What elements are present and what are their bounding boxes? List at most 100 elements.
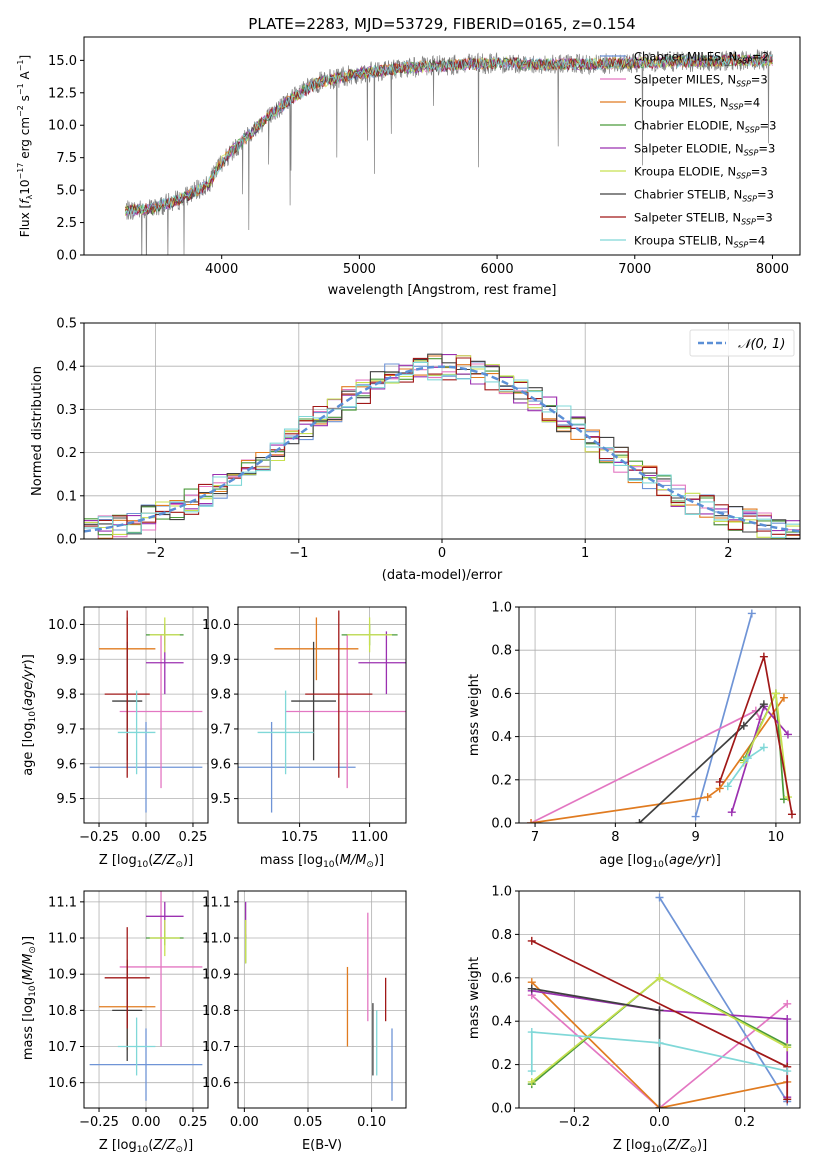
mass-ebv-x-tick-label: 0.05 [294, 1115, 323, 1130]
weight-age-series-marker [635, 819, 644, 823]
spectrum-axes-frame [83, 36, 801, 256]
residual-histogram [84, 355, 800, 539]
age-mass-axes-frame [237, 606, 407, 824]
mass-ebv-y-tick-label: 11.0 [202, 932, 231, 947]
spectrum-y-label: Flux [fλ10−17 erg cm−2 s−1 A−1] [16, 55, 34, 237]
residual-y-tick-label: 0.1 [56, 489, 77, 504]
weight-age-y-tick-label: 0.8 [491, 644, 512, 659]
mass-ebv-y-tick-label: 10.8 [202, 1004, 231, 1019]
weight-z-series-marker [783, 1095, 792, 1104]
mass-z-axes-frame [83, 890, 209, 1109]
legend-entry: Salpeter ELODIE, NSSP=3 [634, 142, 775, 158]
spectrum-y-tick-label: 2.5 [56, 216, 77, 231]
age-mass-x-tick-label: 11.00 [351, 830, 388, 845]
weight-z-axes-frame [518, 890, 801, 1109]
weight-age-series-marker [779, 693, 788, 702]
legend-entry: Chabrier STELIB, NSSP=3 [634, 188, 774, 204]
residual-y-tick-label: 0.5 [56, 317, 77, 332]
weight-z-panel: −0.2 0.0 0.2 0.0 0.2 0.4 0.6 0.8 1.0 [491, 885, 801, 1130]
weight-age-series-marker [739, 721, 748, 730]
weight-age-x-label: age [log10(age/yr)] [599, 853, 721, 870]
weight-age-axes-frame [518, 606, 801, 824]
spectrum-y-tick-label: 15.0 [48, 54, 77, 69]
weight-age-series-marker [779, 795, 788, 804]
mass-ebv-x-label: E(B-V) [302, 1138, 342, 1153]
spectrum-title: PLATE=2283, MJD=53729, FIBERID=0165, z=0… [248, 15, 635, 33]
weight-age-series-marker [743, 754, 752, 763]
weight-z-series-marker [783, 1043, 792, 1052]
mass-z-y-tick-label: 10.9 [48, 968, 77, 983]
weight-z-series-marker [783, 1015, 792, 1024]
weight-z-series-marker [655, 1038, 664, 1047]
age-z-y-tick-label: 9.8 [56, 688, 77, 703]
weight-z-series-line [531, 994, 788, 1108]
spectrum-y-tick-label: 0.0 [56, 249, 77, 264]
weight-age-y-tick-label: 0.2 [491, 773, 512, 788]
weight-z-series-marker [527, 936, 536, 945]
weight-age-series-marker [787, 810, 796, 819]
spectrum-x-tick-label: 4000 [205, 262, 238, 277]
age-mass-y-tick-label: 10.0 [202, 618, 231, 633]
mass-ebv-y-tick-label: 10.6 [202, 1076, 231, 1091]
residual-y-tick-label: 0.4 [56, 360, 77, 375]
spectrum-legend: Chabrier MILES, NSSP=2 Salpeter MILES, NS… [600, 50, 776, 250]
age-mass-x-label: mass [log10(M/M⊙)] [260, 853, 384, 870]
weight-z-series-marker [655, 1104, 664, 1108]
age-z-y-tick-label: 9.7 [56, 722, 77, 737]
mass-ebv-axes-frame [237, 890, 407, 1109]
age-mass-y-tick-label: 9.9 [210, 653, 231, 668]
age-z-y-tick-label: 9.6 [56, 757, 77, 772]
mass-z-y-tick-label: 10.7 [48, 1040, 77, 1055]
residual-legend: 𝒩(0, 1) [689, 329, 795, 357]
weight-z-x-tick-label: −0.2 [559, 1115, 591, 1130]
mass-z-x-tick-label: 0.25 [178, 1115, 207, 1130]
spectrum-y-tick-label: 12.5 [48, 86, 77, 101]
weight-z-series-marker [527, 1077, 536, 1086]
weight-age-series-marker [783, 730, 792, 739]
weight-age-series-marker [527, 819, 536, 823]
age-mass-y-tick-label: 9.6 [210, 757, 231, 772]
weight-z-y-label: mass weight [467, 957, 482, 1039]
residual-panel: −2 −1 0 1 2 0.0 0.1 0.2 0.3 0.4 0.5 (data-model)/e… [30, 317, 801, 583]
weight-z-series-marker [655, 1006, 664, 1015]
weight-age-y-tick-label: 0.0 [491, 817, 512, 832]
spectrum-y-tick-label: 5.0 [56, 184, 77, 199]
mass-z-panel: −0.25 0.00 0.25 10.6 10.7 10.8 10.9 11.0 11.1 [48, 890, 209, 1130]
weight-age-series-line [694, 613, 753, 817]
weight-age-y-tick-label: 1.0 [491, 601, 512, 616]
weight-age-y-tick-label: 0.4 [491, 730, 512, 745]
age-z-panel: −0.25 0.00 0.25 9.5 9.6 9.7 9.8 9.9 10.0 [48, 606, 209, 845]
legend-entry: Chabrier ELODIE, NSSP=3 [634, 119, 776, 135]
age-z-x-tick-label: 0.25 [178, 830, 207, 845]
weight-age-series-line [638, 703, 765, 823]
weight-z-series-line [530, 1031, 788, 1072]
spectrum-model-curve [124, 54, 773, 216]
weight-z-y-tick-label: 0.6 [491, 971, 512, 986]
mass-z-x-label: Z [log10(Z/Z⊙)] [99, 1138, 193, 1155]
weight-z-series-marker [783, 1067, 792, 1076]
residual-x-tick-label: −2 [146, 546, 165, 561]
spectrum-panel: PLATE=2283, MJD=53729, FIBERID=0165, z=0… [16, 15, 801, 298]
weight-age-series-marker [759, 652, 768, 661]
weight-z-series-line [658, 897, 788, 1102]
age-z-y-tick-label: 9.5 [56, 792, 77, 807]
weight-age-series-marker [747, 609, 756, 618]
weight-age-series-marker [759, 700, 768, 709]
residual-legend-label: 𝒩(0, 1) [738, 337, 785, 352]
age-mass-y-tick-label: 9.7 [210, 722, 231, 737]
weight-age-series-marker [703, 793, 712, 802]
residual-x-tick-label: 2 [724, 546, 732, 561]
residual-x-tick-label: 0 [438, 546, 446, 561]
weight-z-y-tick-label: 0.8 [491, 928, 512, 943]
weight-age-series-marker [715, 777, 724, 786]
mass-ebv-x-tick-label: 0.10 [357, 1115, 386, 1130]
weight-z-y-tick-label: 0.4 [491, 1015, 512, 1030]
mass-ebv-y-tick-label: 10.9 [202, 968, 231, 983]
legend-entry: Kroupa MILES, NSSP=4 [634, 96, 760, 112]
age-mass-x-tick-label: 10.75 [281, 830, 318, 845]
weight-z-series-marker [783, 999, 792, 1008]
residual-y-tick-label: 0.0 [56, 533, 77, 548]
legend-entry: Salpeter MILES, NSSP=3 [634, 73, 768, 89]
gaussian-curve [84, 365, 800, 533]
